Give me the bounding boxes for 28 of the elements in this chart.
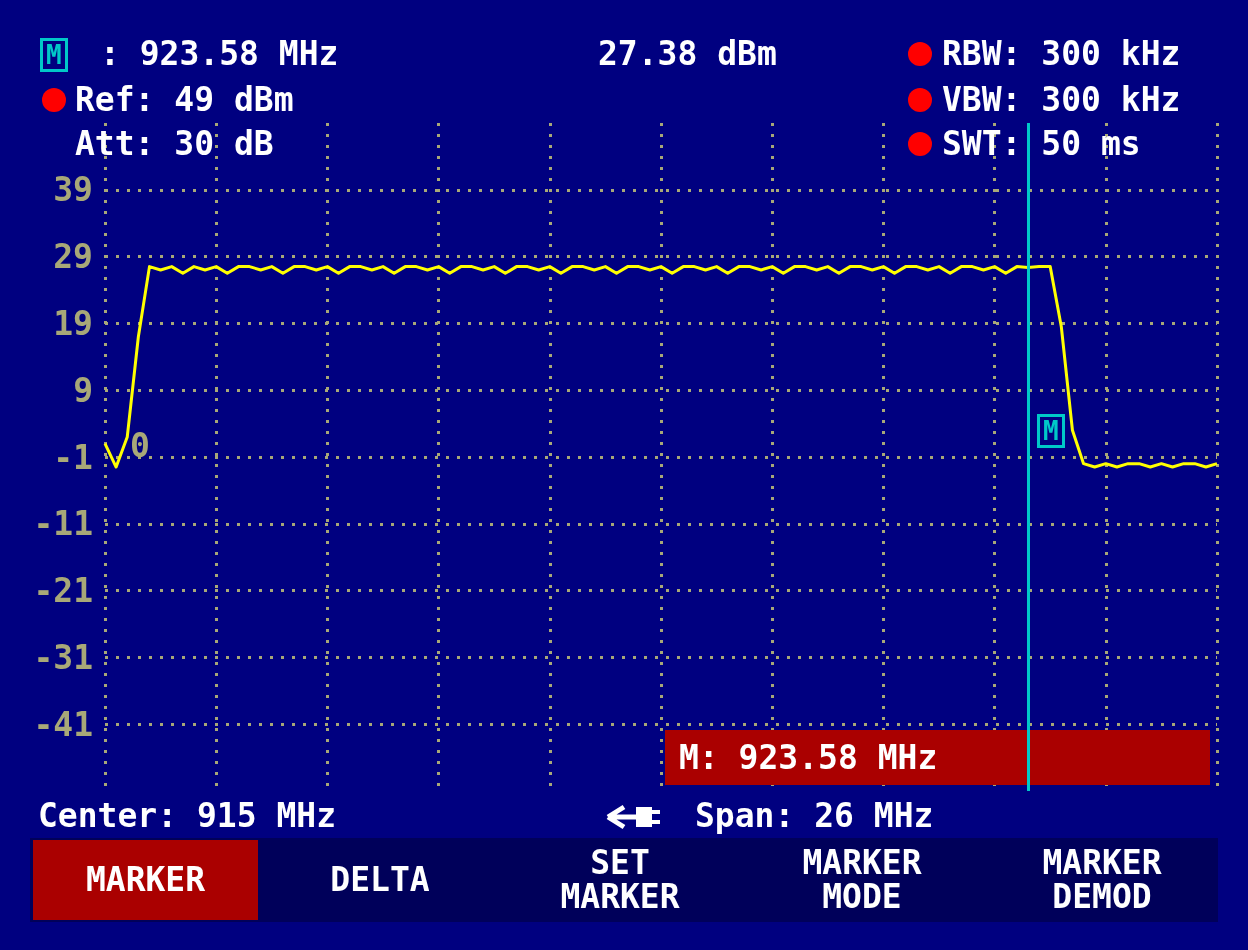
y-tick-label: 19 bbox=[53, 303, 93, 343]
text: 27.38 dBm bbox=[598, 34, 777, 73]
text: DELTA bbox=[329, 859, 431, 901]
text: MARKER DEMOD bbox=[1041, 842, 1163, 918]
y-tick-label: 9 bbox=[73, 370, 93, 410]
text: Center: 915 MHz bbox=[38, 796, 337, 835]
annotation: SWT: 50 ms bbox=[942, 124, 1141, 163]
text: MARKER bbox=[33, 840, 258, 920]
line-series bbox=[103, 265, 1219, 469]
y-tick-label: -21 bbox=[33, 571, 93, 611]
y-tick-label: -31 bbox=[33, 637, 93, 677]
annotation: Att: 30 dB bbox=[75, 124, 274, 163]
y-tick-label: -11 bbox=[33, 504, 93, 544]
y-tick-label: 39 bbox=[53, 170, 93, 210]
annotation: M bbox=[1037, 414, 1065, 448]
text: RBW: 300 kHz bbox=[942, 34, 1181, 73]
text: Span: 26 MHz bbox=[695, 796, 934, 835]
text: VBW: 300 kHz bbox=[942, 80, 1181, 119]
y-tick-label: 29 bbox=[53, 237, 93, 277]
y-tick-label: -1 bbox=[53, 437, 93, 477]
y-tick-label: -41 bbox=[33, 704, 93, 744]
text: M bbox=[40, 38, 68, 72]
annotation: M: 923.58 MHz bbox=[679, 738, 938, 777]
text: Ref: 49 dBm bbox=[75, 80, 294, 119]
text: SET MARKER bbox=[559, 842, 681, 918]
text: MARKER MODE bbox=[801, 842, 923, 918]
text: : 923.58 MHz bbox=[100, 34, 339, 73]
annotation: 0 bbox=[130, 426, 150, 465]
